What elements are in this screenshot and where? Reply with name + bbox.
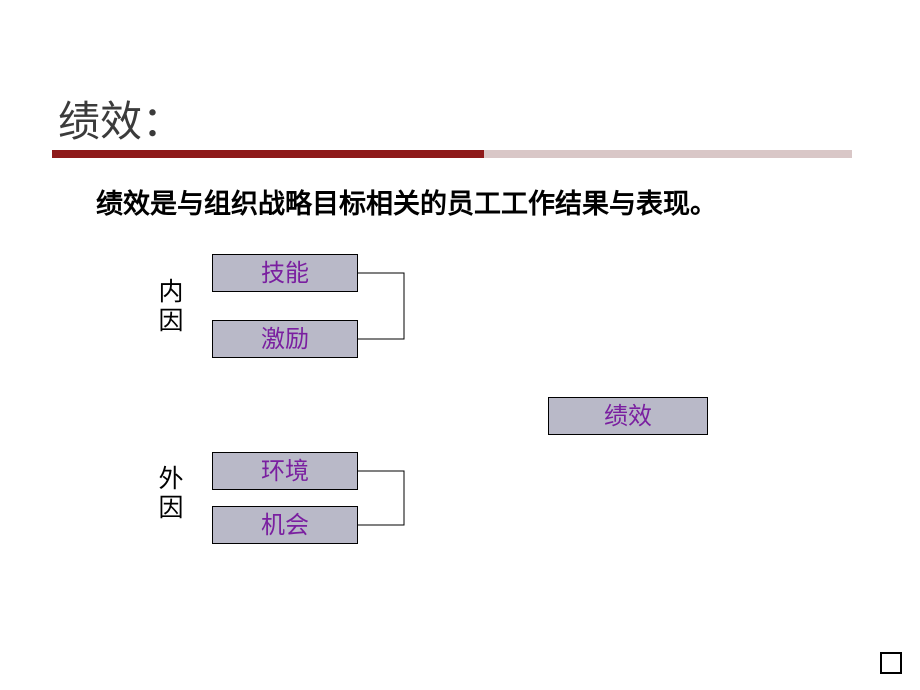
bracket-top <box>358 273 404 339</box>
label-external: 外因 <box>150 465 186 523</box>
title-rule-shadow <box>484 150 852 158</box>
slide: 绩效： 绩效是与组织战略目标相关的员工工作结果与表现。 内因 外因 技能 激励 … <box>0 0 920 690</box>
subtitle-text: 绩效是与组织战略目标相关的员工工作结果与表现。 <box>96 182 717 221</box>
node-chance: 机会 <box>212 506 358 544</box>
node-motiv: 激励 <box>212 320 358 358</box>
label-internal: 内因 <box>150 278 186 336</box>
node-output: 绩效 <box>548 397 708 435</box>
corner-marker <box>880 652 902 674</box>
node-skill: 技能 <box>212 254 358 292</box>
bracket-bottom <box>358 471 404 525</box>
node-env: 环境 <box>212 452 358 490</box>
title-rule <box>52 150 484 158</box>
page-title: 绩效： <box>58 88 184 149</box>
